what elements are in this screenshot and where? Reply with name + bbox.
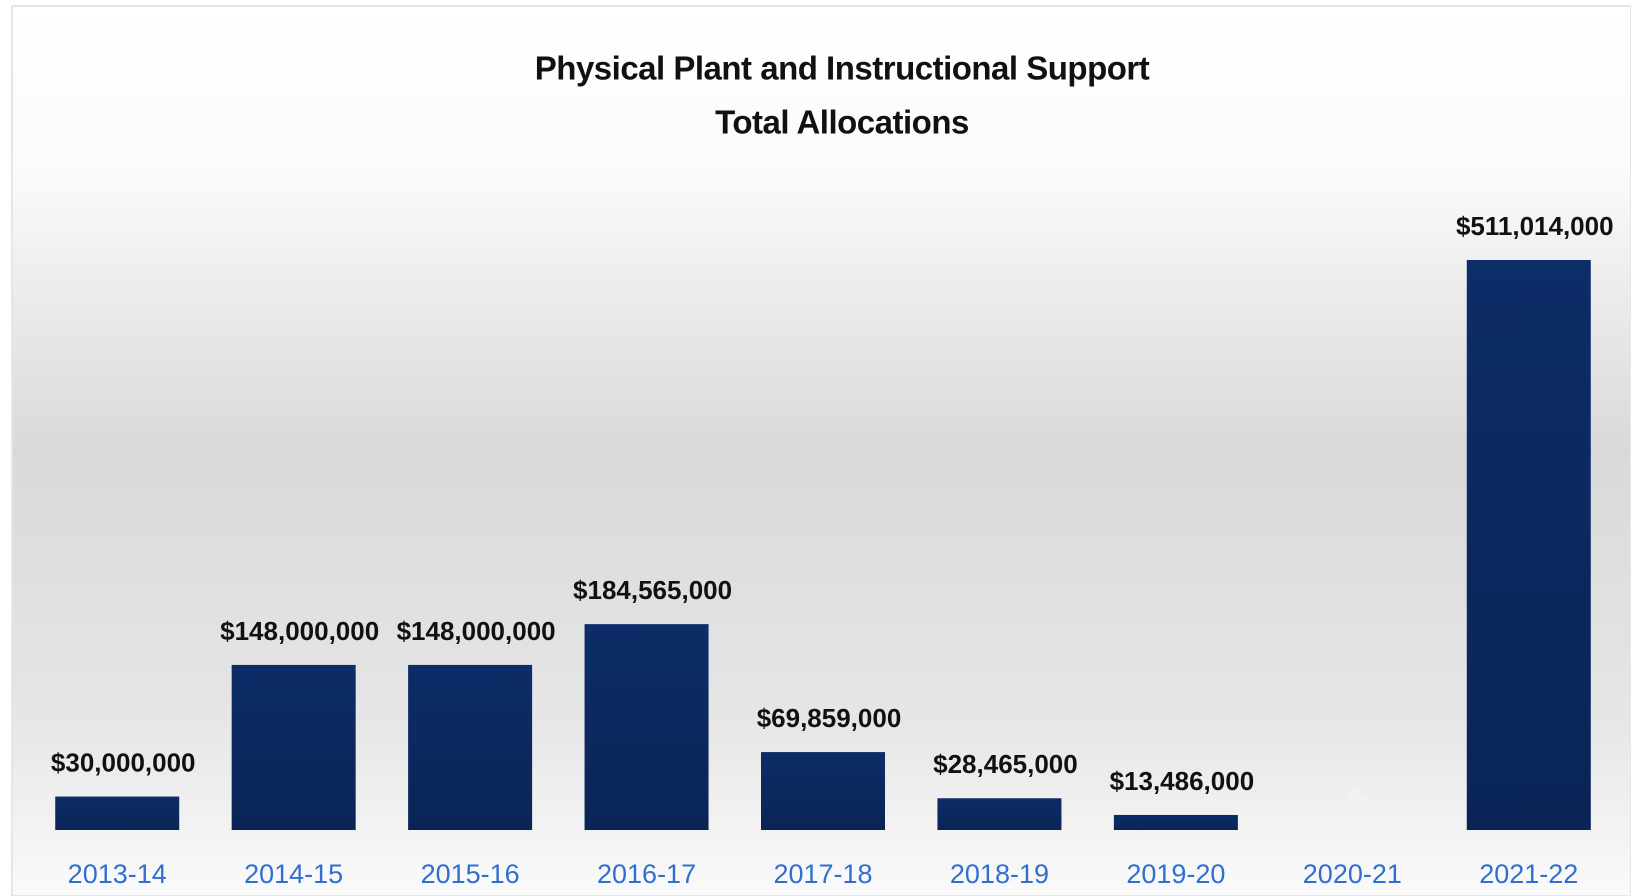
- x-tick-label: 2019-20: [1126, 859, 1225, 889]
- value-label: $69,859,000: [757, 703, 902, 733]
- value-label: $511,014,000: [1456, 211, 1614, 241]
- value-label: $30,000,000: [51, 747, 196, 777]
- bar: [761, 752, 885, 830]
- x-tick-label: 2021-22: [1479, 859, 1578, 889]
- bar: [584, 624, 709, 830]
- bar: [55, 796, 180, 830]
- bar: [1466, 260, 1591, 830]
- chart-subtitle: Total Allocations: [715, 104, 969, 141]
- x-tick-label: 2013-14: [68, 859, 167, 889]
- value-label: $-: [1349, 784, 1369, 809]
- value-label: $184,565,000: [573, 575, 732, 605]
- x-tick-label: 2020-21: [1303, 859, 1402, 889]
- bar: [937, 798, 1062, 830]
- x-tick-label: 2018-19: [950, 859, 1049, 889]
- chart-title: Physical Plant and Instructional Support: [535, 50, 1150, 87]
- value-label: $148,000,000: [220, 616, 379, 646]
- x-tick-label: 2014-15: [244, 859, 343, 889]
- bar: [408, 664, 533, 830]
- value-label: $13,486,000: [1110, 766, 1255, 796]
- x-tick-label: 2016-17: [597, 859, 696, 889]
- x-tick-label: 2017-18: [773, 859, 872, 889]
- value-label: $28,465,000: [933, 749, 1078, 779]
- bar: [1113, 814, 1238, 830]
- value-label: $148,000,000: [397, 616, 556, 646]
- x-tick-label: 2015-16: [421, 859, 520, 889]
- bar: [231, 664, 356, 830]
